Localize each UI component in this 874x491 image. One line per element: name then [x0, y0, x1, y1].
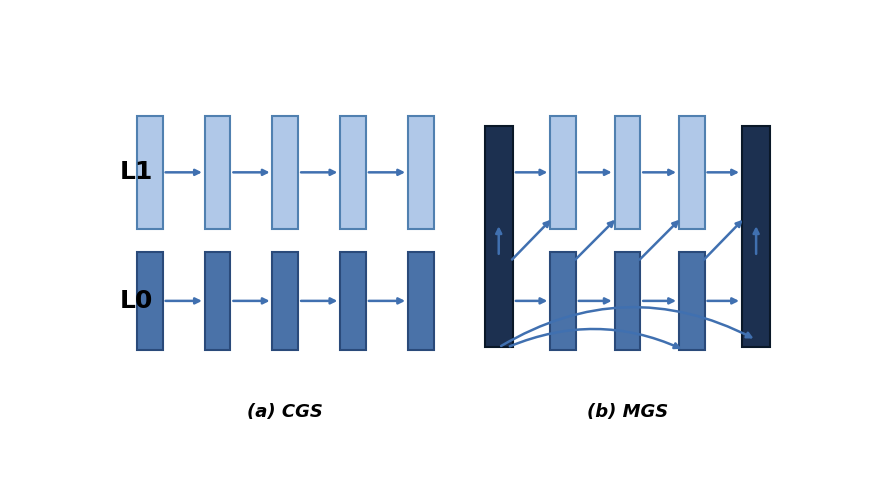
Bar	[273, 252, 298, 350]
Bar	[273, 116, 298, 229]
Bar	[205, 252, 231, 350]
Bar	[742, 126, 770, 348]
Bar	[137, 252, 163, 350]
Text: L0: L0	[120, 289, 153, 313]
Text: (b) MGS: (b) MGS	[586, 404, 668, 421]
Bar	[484, 126, 513, 348]
Bar	[679, 252, 704, 350]
Bar	[551, 252, 576, 350]
Bar	[551, 116, 576, 229]
Bar	[679, 116, 704, 229]
Bar	[137, 116, 163, 229]
Text: (a) CGS: (a) CGS	[247, 404, 323, 421]
Bar	[408, 116, 434, 229]
Bar	[205, 116, 231, 229]
Bar	[614, 116, 641, 229]
Bar	[340, 252, 366, 350]
Bar	[408, 252, 434, 350]
Bar	[614, 252, 641, 350]
Text: L1: L1	[120, 161, 153, 184]
Bar	[340, 116, 366, 229]
